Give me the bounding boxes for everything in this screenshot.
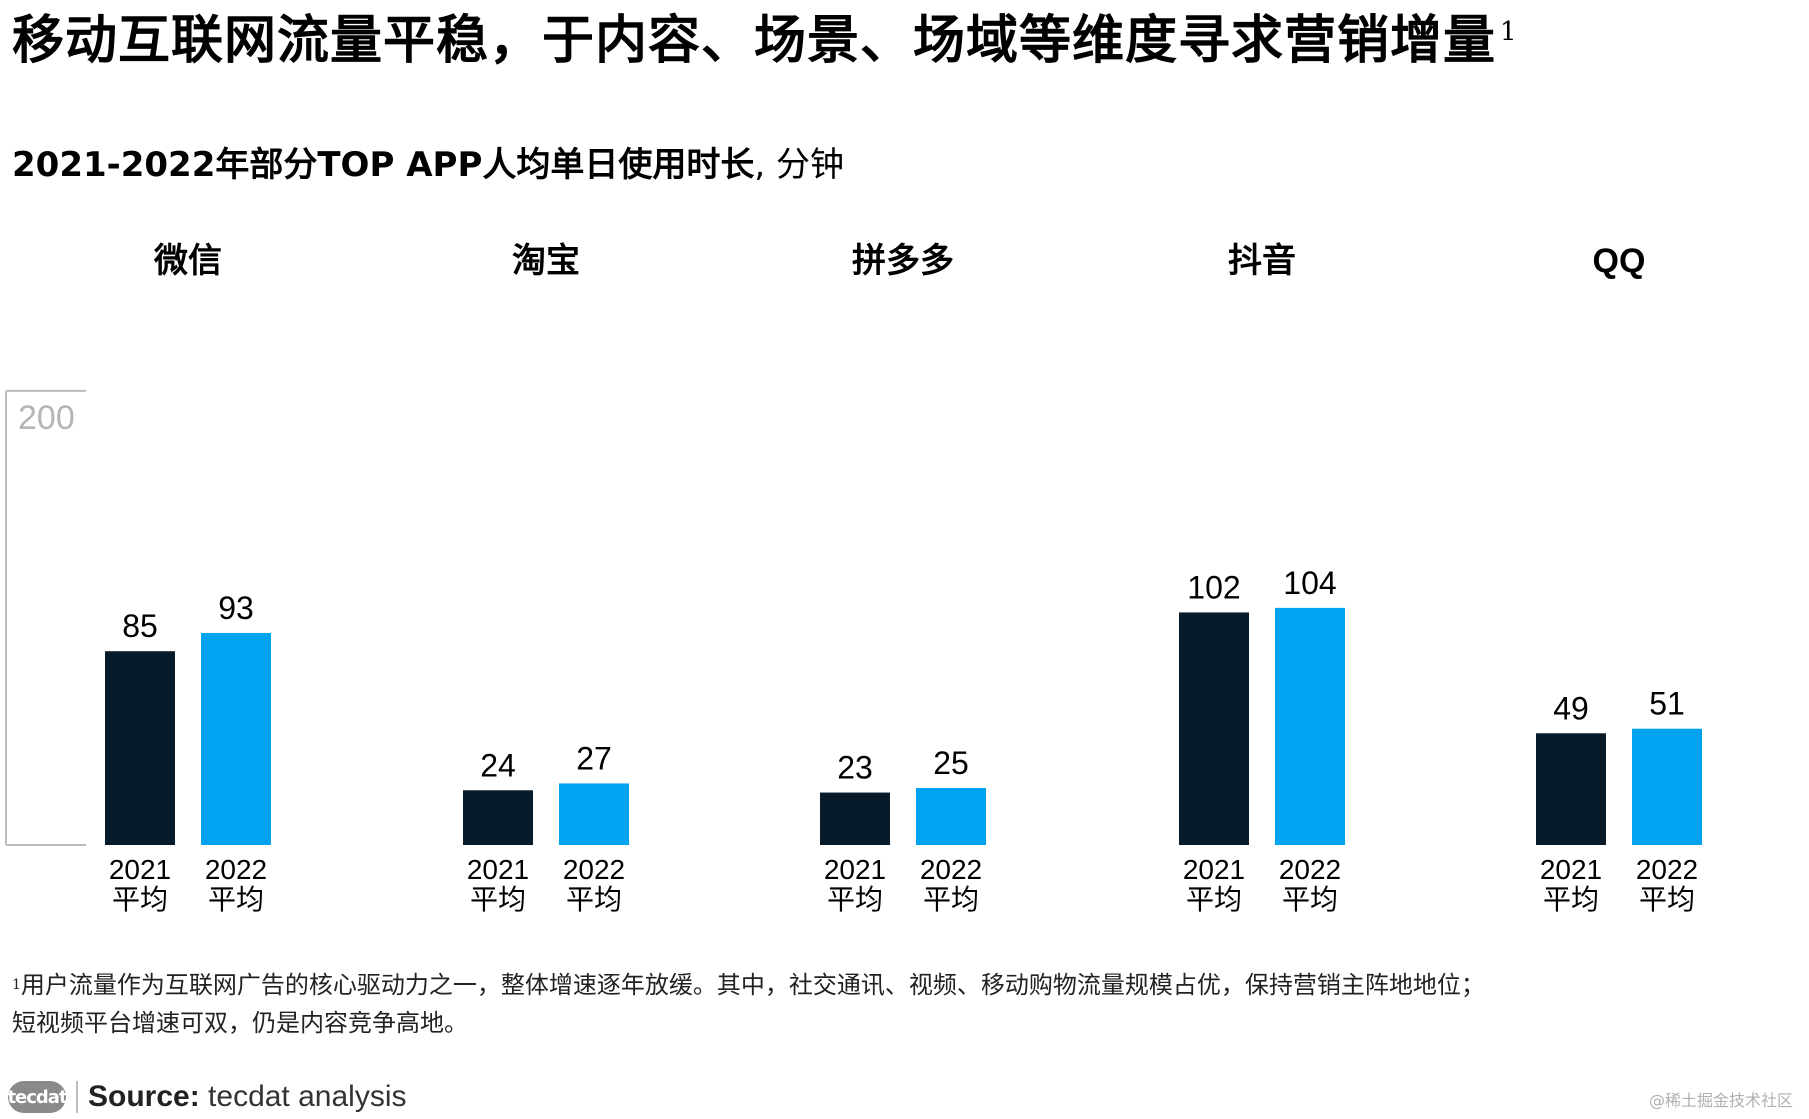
bar-value-label: 49 xyxy=(1553,690,1589,726)
bar-year-label: 2022 xyxy=(920,854,982,885)
chart-subtitle-bold: 2021-2022年部分TOP APP人均单日使用时长 xyxy=(12,145,755,185)
footnote-text-1: 用户流量作为互联网广告的核心驱动力之一，整体增速逐年放缓。其中，社交通讯、视频、… xyxy=(20,971,1485,999)
category-label: QQ xyxy=(1593,242,1646,280)
category-label: 淘宝 xyxy=(512,242,580,280)
bar-value-label: 27 xyxy=(576,740,612,776)
bar-2021 xyxy=(105,651,175,845)
bar-2021 xyxy=(463,790,533,845)
source-line: tecdat Source: tecdat analysis xyxy=(7,1077,407,1117)
bar-year-label: 2021 xyxy=(1183,854,1245,885)
bar-2021 xyxy=(820,792,890,845)
bar-2022 xyxy=(201,632,271,845)
bar-year-label: 2022 xyxy=(205,854,267,885)
category-label: 抖音 xyxy=(1228,242,1296,280)
bar-year-label: 2021 xyxy=(467,854,529,885)
bar-sublabel: 平均 xyxy=(470,883,526,916)
bar-sublabel: 平均 xyxy=(112,883,168,916)
bar-2022 xyxy=(559,783,629,845)
bar-sublabel: 平均 xyxy=(566,883,622,916)
title-footnote-marker: 1 xyxy=(1500,17,1518,47)
bar-value-label: 93 xyxy=(218,590,254,626)
tecdat-logo: tecdat xyxy=(7,1081,68,1113)
bar-year-label: 2022 xyxy=(1636,854,1698,885)
bar-sublabel: 平均 xyxy=(1639,883,1695,916)
bar-value-label: 102 xyxy=(1187,569,1240,605)
source-value: tecdat analysis xyxy=(208,1080,407,1113)
watermark: @稀土掘金技术社区 xyxy=(1648,1091,1793,1110)
bar-sublabel: 平均 xyxy=(827,883,883,916)
bar-value-label: 104 xyxy=(1283,565,1336,601)
page-title: 移动互联网流量平稳，于内容、场景、场域等维度寻求营销增量 1 xyxy=(12,12,1518,69)
bar-year-label: 2021 xyxy=(1540,854,1602,885)
bar-2021 xyxy=(1179,612,1249,845)
bar-value-label: 85 xyxy=(122,608,158,644)
category-label: 拼多多 xyxy=(852,242,954,280)
bar-sublabel: 平均 xyxy=(1282,883,1338,916)
bar-sublabel: 平均 xyxy=(1186,883,1242,916)
bar-year-label: 2021 xyxy=(109,854,171,885)
chart-subtitle: 2021-2022年部分TOP APP人均单日使用时长, 分钟 xyxy=(12,137,844,186)
category-label: 微信 xyxy=(153,242,222,280)
source-label: Source: xyxy=(88,1080,200,1113)
bar-sublabel: 平均 xyxy=(208,883,264,916)
bar-2022 xyxy=(916,788,986,845)
footnote-line-1: 1用户流量作为互联网广告的核心驱动力之一，整体增速逐年放缓。其中，社交通讯、视频… xyxy=(12,966,1485,1004)
bar-2021 xyxy=(1536,733,1606,845)
page-title-text: 移动互联网流量平稳，于内容、场景、场域等维度寻求营销增量 xyxy=(12,10,1497,71)
bar-value-label: 25 xyxy=(933,745,969,781)
bar-year-label: 2021 xyxy=(824,854,886,885)
chart-subtitle-unit: , 分钟 xyxy=(754,145,844,185)
bar-2022 xyxy=(1632,728,1702,845)
bar-2022 xyxy=(1275,607,1345,845)
bar-sublabel: 平均 xyxy=(1543,883,1599,916)
bar-value-label: 23 xyxy=(837,750,873,786)
source-text: Source: tecdat analysis xyxy=(88,1080,407,1114)
bar-year-label: 2022 xyxy=(563,854,625,885)
logo-divider xyxy=(76,1081,78,1113)
bar-sublabel: 平均 xyxy=(923,883,979,916)
y-axis-max-label: 200 xyxy=(18,399,75,437)
footnote-marker: 1 xyxy=(12,977,21,993)
bar-value-label: 24 xyxy=(480,747,516,783)
bar-year-label: 2022 xyxy=(1279,854,1341,885)
bar-chart: 200微信852021平均932022平均淘宝242021平均272022平均拼… xyxy=(5,242,1702,916)
footnote: 1用户流量作为互联网广告的核心驱动力之一，整体增速逐年放缓。其中，社交通讯、视频… xyxy=(12,966,1485,1042)
footnote-line-2: 短视频平台增速可双，仍是内容竞争高地。 xyxy=(12,1009,468,1037)
bar-value-label: 51 xyxy=(1649,686,1685,722)
